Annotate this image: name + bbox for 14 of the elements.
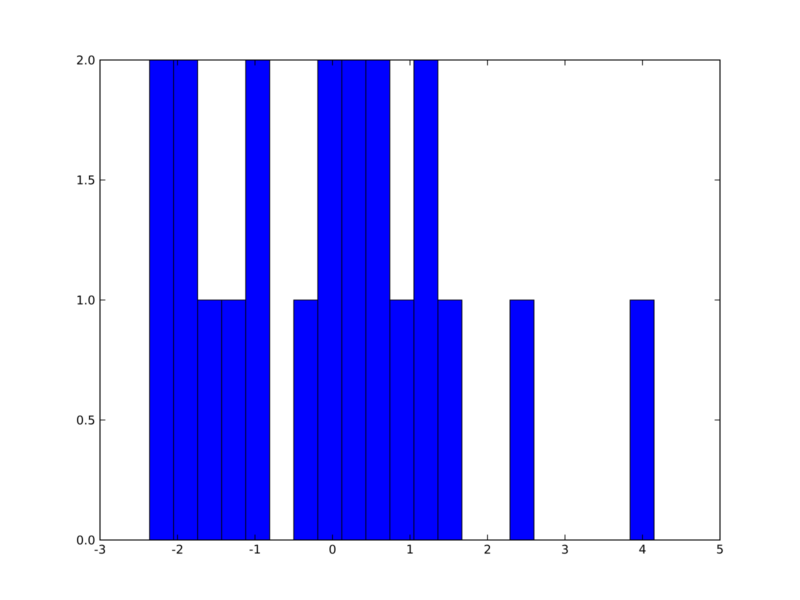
x-tick-label: -1 [250,544,260,554]
x-tick-label: 3 [562,544,568,554]
y-tick-label: 0.0 [77,535,94,545]
x-tick-label: 4 [639,544,646,554]
x-tick-label: 2 [484,544,490,554]
y-tick-label: 1.5 [78,176,94,184]
x-tick-label: -3 [94,544,106,554]
y-tick-label: 2.0 [77,55,94,65]
x-tick-label: 1 [407,544,413,554]
x-tick-label: -2 [172,544,182,554]
y-tick-label: 0.5 [77,415,94,425]
y-tick-label: 1.0 [78,295,94,305]
x-tick-label: 0 [329,544,336,554]
x-tick-label: 5 [717,544,723,554]
